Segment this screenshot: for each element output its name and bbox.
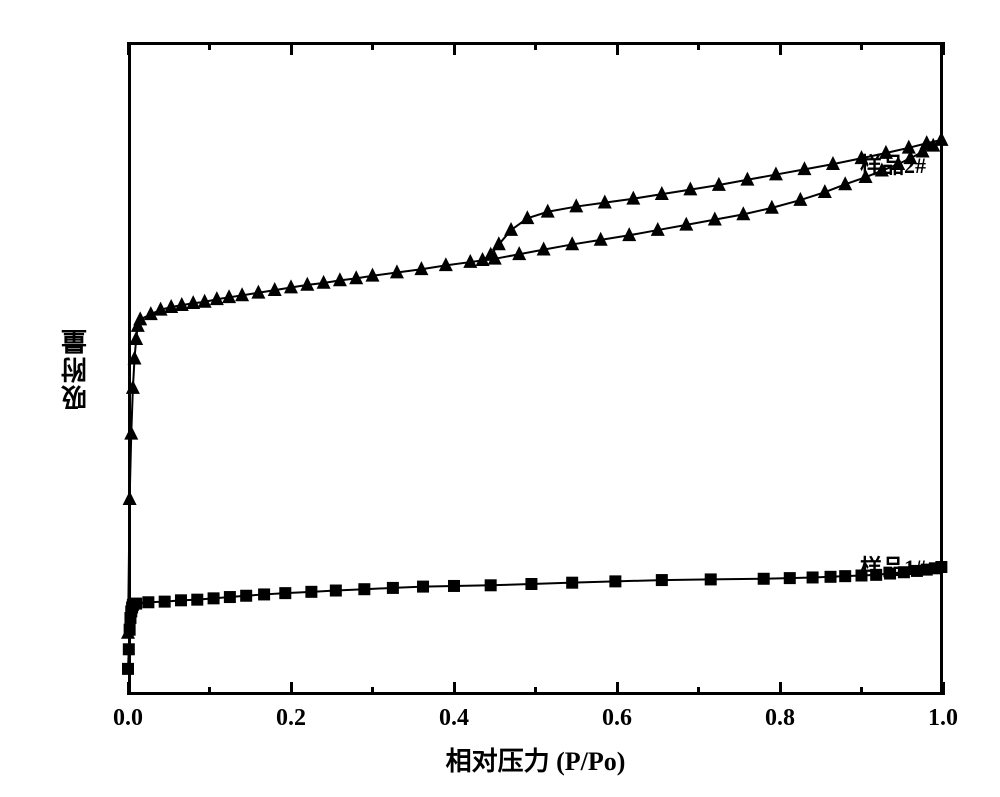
marker-sample1 xyxy=(124,624,136,636)
x-tick xyxy=(534,687,537,695)
y-axis-label: 吸附量 xyxy=(58,327,95,411)
x-tick xyxy=(127,682,130,695)
marker-sample1 xyxy=(123,643,135,655)
x-tick xyxy=(616,682,619,695)
marker-sample2 xyxy=(124,426,138,440)
marker-sample1 xyxy=(784,572,796,584)
marker-sample1 xyxy=(448,580,460,592)
x-tick xyxy=(290,42,293,55)
x-tick-label: 0.2 xyxy=(276,705,306,732)
marker-sample1 xyxy=(609,575,621,587)
marker-sample1 xyxy=(935,561,947,573)
x-tick xyxy=(860,687,863,695)
marker-sample1 xyxy=(387,582,399,594)
x-tick xyxy=(616,42,619,55)
x-tick xyxy=(371,42,374,50)
x-tick xyxy=(534,42,537,50)
marker-sample1 xyxy=(705,573,717,585)
marker-sample1 xyxy=(566,577,578,589)
x-tick xyxy=(697,687,700,695)
marker-sample2 xyxy=(128,351,142,365)
marker-sample2 xyxy=(934,132,948,146)
marker-sample1 xyxy=(279,587,291,599)
marker-sample1 xyxy=(839,570,851,582)
marker-sample1 xyxy=(485,579,497,591)
x-tick-label: 0.4 xyxy=(439,705,469,732)
marker-sample1 xyxy=(525,578,537,590)
x-tick xyxy=(779,42,782,55)
marker-sample1 xyxy=(224,591,236,603)
x-tick xyxy=(779,682,782,695)
marker-sample1 xyxy=(258,588,270,600)
marker-sample1 xyxy=(130,598,142,610)
marker-sample1 xyxy=(807,571,819,583)
series-label-sample1: 样品1# xyxy=(860,550,926,582)
marker-sample1 xyxy=(305,586,317,598)
marker-sample1 xyxy=(159,596,171,608)
marker-sample2 xyxy=(504,222,518,236)
marker-sample1 xyxy=(330,585,342,597)
x-tick xyxy=(127,42,130,55)
marker-sample1 xyxy=(417,581,429,593)
x-tick xyxy=(453,682,456,695)
marker-sample1 xyxy=(175,594,187,606)
x-tick-label: 0.6 xyxy=(602,705,632,732)
x-tick xyxy=(942,42,945,55)
marker-sample1 xyxy=(208,592,220,604)
x-tick xyxy=(860,42,863,50)
series-line-sample2-adsorption xyxy=(128,140,941,633)
x-tick xyxy=(208,687,211,695)
x-tick xyxy=(371,687,374,695)
x-tick xyxy=(697,42,700,50)
marker-sample1 xyxy=(758,573,770,585)
x-tick xyxy=(290,682,293,695)
marker-sample2 xyxy=(129,331,143,345)
x-tick xyxy=(208,42,211,50)
plot-svg xyxy=(128,42,943,695)
marker-sample1 xyxy=(656,574,668,586)
marker-sample1 xyxy=(358,583,370,595)
marker-sample1 xyxy=(191,594,203,606)
marker-sample2 xyxy=(126,380,140,394)
marker-sample2 xyxy=(123,491,137,505)
marker-sample1 xyxy=(825,571,837,583)
x-tick xyxy=(942,682,945,695)
x-axis-label: 相对压力 (P/Po) xyxy=(446,741,626,778)
marker-sample1 xyxy=(240,590,252,602)
x-tick-label: 0.0 xyxy=(113,705,143,732)
x-tick-label: 0.8 xyxy=(765,705,795,732)
x-tick xyxy=(453,42,456,55)
series-label-sample2: 样品2# xyxy=(860,148,926,180)
figure: 0.0 0.2 0.4 0.6 0.8 1.0 相对压力 (P/Po) 吸附量 样品2# 样… xyxy=(0,0,1000,797)
x-tick-label: 1.0 xyxy=(928,705,958,732)
marker-sample1 xyxy=(122,663,134,675)
marker-sample1 xyxy=(142,596,154,608)
